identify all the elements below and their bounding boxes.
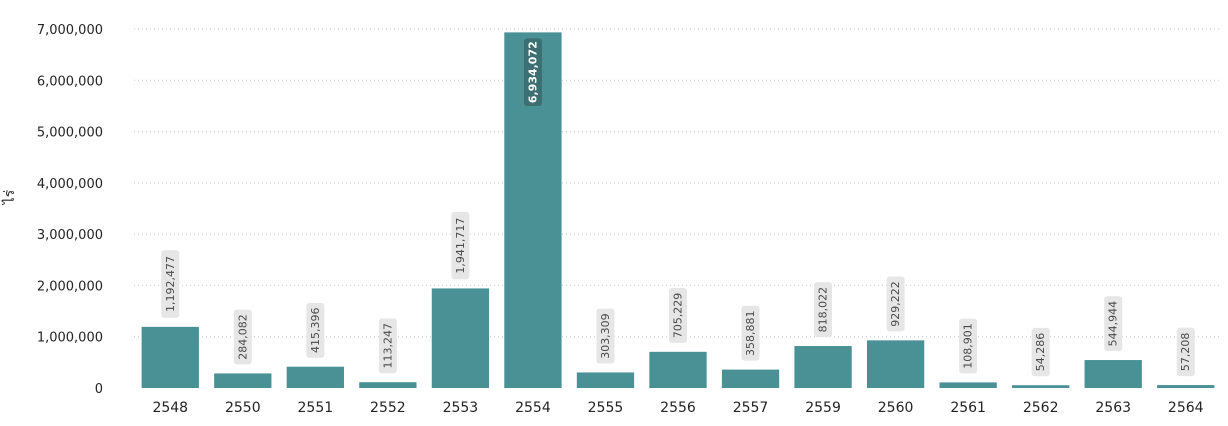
bar [1012, 385, 1070, 388]
x-tick-label: 2548 [152, 400, 188, 416]
x-tick-label: 2555 [588, 400, 624, 416]
data-label: 113,247 [381, 323, 394, 369]
y-tick-label: 7,000,000 [37, 23, 103, 38]
data-label: 705,229 [672, 293, 685, 339]
data-label: 818,022 [817, 287, 830, 333]
x-tick-label: 2562 [1023, 400, 1059, 416]
x-tick-label: 2560 [878, 400, 914, 416]
bar [431, 288, 490, 388]
y-axis-label: ไร่ [1, 189, 18, 205]
data-label-box [596, 308, 615, 364]
data-label-box [669, 288, 687, 343]
data-label: 284,082 [236, 314, 249, 360]
bar [576, 372, 635, 388]
y-tick-label: 3,000,000 [37, 228, 103, 243]
x-tick-label: 2557 [733, 400, 769, 416]
x-tick-label: 2553 [443, 400, 479, 416]
data-label: 929,222 [889, 281, 902, 327]
bar [721, 369, 780, 388]
y-tick-label: 4,000,000 [37, 177, 103, 192]
x-tick-label: 2564 [1168, 400, 1204, 416]
y-tick-label: 1,000,000 [37, 331, 103, 346]
bar [866, 340, 925, 388]
x-tick-label: 2559 [805, 400, 841, 416]
data-label: 57,208 [1179, 333, 1192, 372]
data-label: 358,881 [744, 310, 757, 356]
data-label-box [233, 309, 252, 365]
data-label-box [451, 211, 470, 280]
bars: 1,192,477 284,082 415,396 113,247 1,941,717 6… [141, 32, 1215, 388]
x-tick-label: 2556 [660, 400, 696, 416]
bar [939, 382, 997, 388]
x-axis-ticks: 2548 2550 2551 2552 2553 2554 2555 2556 2557 2559… [152, 400, 1203, 416]
data-label-box [1104, 296, 1123, 352]
x-tick-label: 2550 [225, 400, 261, 416]
x-tick-label: 2551 [298, 400, 334, 416]
data-label: 1,192,477 [164, 256, 177, 312]
data-label: 544,944 [1107, 301, 1120, 347]
bar [649, 351, 707, 388]
data-label: 108,901 [962, 323, 975, 369]
data-label-box [814, 282, 833, 338]
y-axis-ticks: 0 1,000,000 2,000,000 3,000,000 4,000,000 5,0… [37, 23, 103, 397]
data-label-box [959, 318, 978, 374]
data-label: 54,286 [1034, 333, 1047, 372]
data-label-box [886, 276, 905, 332]
y-tick-label: 0 [95, 382, 103, 397]
y-tick-label: 2,000,000 [37, 279, 103, 294]
bar [286, 366, 344, 388]
data-label-box [1031, 327, 1050, 377]
data-label-box [523, 38, 542, 106]
bar [794, 346, 852, 388]
data-label: 6,934,072 [526, 41, 539, 103]
x-tick-label: 2561 [950, 400, 986, 416]
data-label-box [306, 302, 325, 358]
bar [359, 382, 417, 388]
y-tick-label: 5,000,000 [37, 126, 103, 141]
bar [1157, 385, 1215, 388]
data-label-box [1176, 327, 1195, 377]
data-label-box [378, 318, 397, 374]
data-label: 303,309 [599, 313, 612, 359]
data-label-box [161, 250, 180, 318]
bar [1084, 360, 1142, 388]
bar [214, 373, 272, 388]
x-tick-label: 2554 [515, 400, 551, 416]
y-tick-label: 6,000,000 [37, 74, 103, 89]
x-tick-label: 2563 [1095, 400, 1131, 416]
data-label: 1,941,717 [454, 218, 467, 274]
x-tick-label: 2552 [370, 400, 406, 416]
data-label: 415,396 [309, 308, 322, 354]
bar [141, 326, 199, 388]
data-label-box [741, 305, 760, 361]
